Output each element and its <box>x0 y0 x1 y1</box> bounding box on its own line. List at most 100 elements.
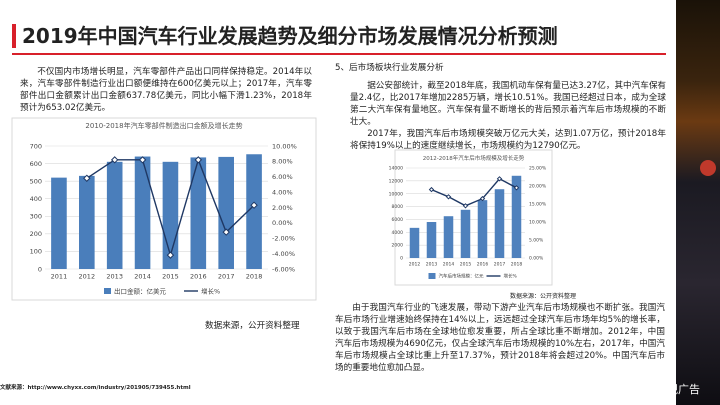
line-marker <box>222 228 230 236</box>
line-marker <box>194 156 203 164</box>
chart-title: 2012-2018年汽车后市场规模及增长走势 <box>423 154 525 162</box>
x-tick-label: 2014 <box>134 273 151 281</box>
y2-tick-label: 6.00% <box>272 173 293 181</box>
y-tick-label: 500 <box>30 177 42 185</box>
bar <box>426 222 437 258</box>
paragraph: 2017年，我国汽车后市场规模突破万亿元大关，达到1.07万亿，预计2018年将… <box>350 129 666 151</box>
y2-tick-label: 0.00% <box>529 256 544 262</box>
y-tick-label: 400 <box>30 195 42 203</box>
bar <box>218 156 234 269</box>
y2-tick-label: -6.00% <box>272 265 295 273</box>
reference: 文献来源：http://www.chyxx.com/industry/20190… <box>0 385 191 391</box>
y-tick-label: 10000 <box>389 191 403 197</box>
legend-swatch <box>104 288 111 294</box>
line-marker <box>513 185 520 191</box>
line-marker <box>83 174 91 182</box>
y-tick-label: 8000 <box>392 204 404 210</box>
city-strip <box>676 0 720 405</box>
y2-tick-label: 25.00% <box>529 166 547 172</box>
line-marker <box>462 203 469 209</box>
x-tick-label: 2014 <box>443 262 455 268</box>
y2-tick-label: 15.00% <box>529 202 547 208</box>
line-marker <box>110 156 119 164</box>
line-marker <box>138 156 147 164</box>
x-tick-label: 2017 <box>218 273 235 281</box>
x-tick-label: 2018 <box>511 262 523 268</box>
y-tick-label: 300 <box>30 213 42 221</box>
paragraph: 由于我国汽车行业的飞速发展，带动下游产业汽车后市场规模也不断扩张。我国汽车后市场… <box>335 303 665 373</box>
bar <box>443 216 454 258</box>
light-spot <box>700 160 716 176</box>
chart-title: 2010-2018年汽车零部件制造出口金额及增长走势 <box>85 121 242 130</box>
y2-tick-label: 4.00% <box>272 188 293 196</box>
x-tick-label: 2012 <box>79 273 96 281</box>
watermark: 中视广告 <box>656 383 700 396</box>
y-tick-label: 0 <box>38 265 42 273</box>
legend-label: 增长% <box>201 286 220 295</box>
series-line <box>86 157 255 258</box>
bar <box>79 175 95 269</box>
y2-tick-label: 2.00% <box>272 204 293 212</box>
x-tick-label: 2013 <box>106 273 123 281</box>
title: 2019年中国汽车行业发展趋势及细分市场发展情况分析预测 <box>22 24 558 48</box>
left-paragraph: 不仅国内市场增长明显，汽车零部件产品出口同样保持稳定。2014年以来，汽车零部件… <box>20 67 312 113</box>
bar <box>246 154 262 269</box>
y-tick-label: 6000 <box>392 217 404 223</box>
x-tick-label: 2018 <box>246 273 263 281</box>
paragraph: 据公安部统计，截至2018年底，我国机动车保有量已达3.27亿，其中汽车保有量2… <box>350 81 667 127</box>
y-tick-label: 600 <box>30 160 42 168</box>
line-marker <box>428 186 435 193</box>
y2-tick-label: 0.00% <box>272 219 293 227</box>
y-tick-label: 0 <box>400 256 403 262</box>
line-marker <box>479 195 486 202</box>
bar <box>409 227 420 258</box>
bar <box>494 189 505 258</box>
legend-label: 增长% <box>504 273 518 280</box>
y-tick-label: 700 <box>30 142 42 150</box>
y2-tick-label: 8.00% <box>272 158 293 166</box>
bar <box>511 175 522 258</box>
y2-tick-label: -4.00% <box>272 250 295 258</box>
x-tick-label: 2015 <box>162 273 179 281</box>
right-source: 数据来源：公开资料整理 <box>510 293 577 300</box>
title-rule <box>12 53 666 55</box>
y-tick-label: 2000 <box>392 243 404 249</box>
bar <box>190 157 207 269</box>
y2-tick-label: 20.00% <box>529 184 547 190</box>
y-tick-label: 4000 <box>392 230 404 236</box>
chart-frame <box>394 149 553 286</box>
bar <box>134 156 151 269</box>
y2-tick-label: 10.00% <box>272 142 297 150</box>
y2-tick-label: 5.00% <box>529 238 544 244</box>
legend-label: 出口金额：亿美元 <box>114 286 167 295</box>
bar <box>460 209 471 258</box>
series-line <box>431 177 517 207</box>
section-heading: 5、后市场板块行业发展分析 <box>335 63 444 73</box>
chart-frame <box>11 117 317 301</box>
bar <box>477 200 488 258</box>
x-tick-label: 2016 <box>190 273 207 281</box>
red-marker <box>12 24 16 48</box>
line-marker <box>250 201 258 209</box>
x-tick-label: 2013 <box>426 262 438 268</box>
x-tick-label: 2011 <box>51 273 68 281</box>
y-tick-label: 12000 <box>389 178 403 184</box>
line-marker <box>166 251 175 259</box>
y-tick-label: 14000 <box>389 166 403 172</box>
legend-swatch <box>428 273 436 279</box>
x-tick-label: 2015 <box>460 262 472 268</box>
y2-tick-label: -2.00% <box>272 235 295 243</box>
x-tick-label: 2017 <box>494 262 506 268</box>
left-source: 数据来源，公开资料整理 <box>205 321 300 331</box>
legend-label: 汽车后市场规模：亿元 <box>439 273 484 280</box>
bar <box>51 177 67 269</box>
bar <box>162 161 179 269</box>
line-marker <box>445 194 452 200</box>
y-tick-label: 200 <box>30 230 42 238</box>
y-tick-label: 100 <box>30 248 42 256</box>
y2-tick-label: 10.00% <box>529 220 547 226</box>
bar <box>106 161 123 269</box>
x-tick-label: 2016 <box>477 262 489 268</box>
x-tick-label: 2012 <box>409 262 421 268</box>
